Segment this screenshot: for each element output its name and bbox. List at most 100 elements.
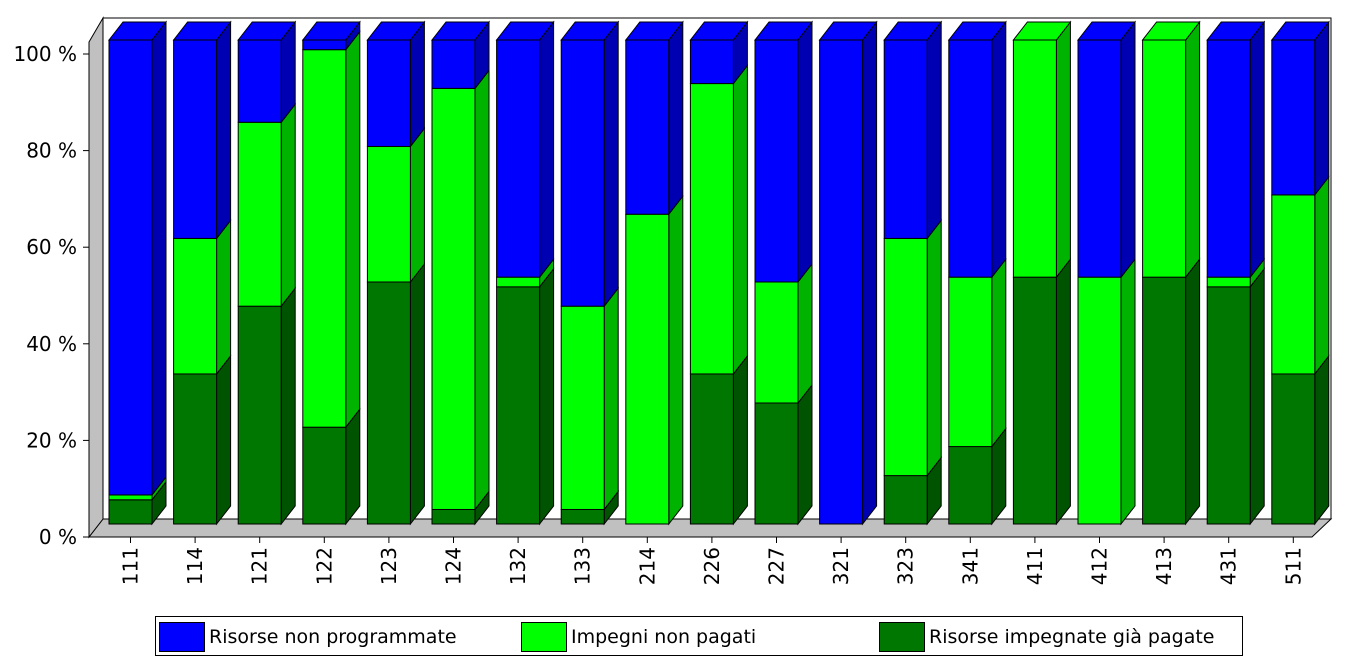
bar-top-123 [366, 21, 426, 41]
bar-side-321-2 [862, 20, 878, 526]
bar-412-1 [1077, 276, 1122, 525]
bar-side-121-1 [280, 102, 296, 308]
bar-side-341-1 [991, 257, 1007, 449]
bar-214-2 [625, 39, 670, 215]
x-tick-label-124: 124 [442, 547, 466, 585]
bar-132-0 [496, 286, 541, 525]
bar-123-2 [366, 39, 411, 147]
bar-side-132-2 [539, 20, 555, 279]
bar-side-123-0 [409, 262, 425, 526]
bar-124-1 [431, 87, 476, 510]
bar-side-323-2 [926, 20, 942, 240]
x-tick-label-226: 226 [700, 547, 724, 585]
bar-top-214 [624, 21, 684, 41]
y-tick-label: 80 % [26, 139, 77, 163]
bar-123-1 [366, 145, 411, 283]
x-tick-label-111: 111 [119, 547, 143, 585]
bar-431-1 [1206, 276, 1251, 288]
bar-214-1 [625, 213, 670, 525]
bar-411-0 [1012, 276, 1057, 525]
bar-side-227-2 [797, 20, 813, 284]
bar-side-431-2 [1249, 20, 1265, 279]
x-tick-label-133: 133 [571, 547, 595, 585]
bar-top-121 [237, 21, 297, 41]
y-tick-label: 60 % [26, 235, 77, 259]
bar-side-133-2 [603, 20, 619, 308]
y-tick-label: 40 % [26, 332, 77, 356]
bar-side-123-1 [409, 127, 425, 284]
x-tick-label-341: 341 [958, 547, 982, 585]
bar-side-226-1 [732, 64, 748, 376]
bar-top-413 [1141, 21, 1201, 41]
bar-side-132-0 [539, 267, 555, 526]
bar-top-341 [947, 21, 1007, 41]
bar-top-431 [1206, 21, 1266, 41]
bar-431-0 [1206, 286, 1251, 525]
bar-side-114-2 [216, 20, 232, 240]
bar-431-2 [1206, 39, 1251, 278]
x-tick-label-413: 413 [1152, 547, 1176, 585]
bar-side-214-1 [668, 194, 684, 526]
bar-top-411 [1012, 21, 1072, 41]
bar-top-321 [818, 21, 878, 41]
bar-121-1 [237, 121, 282, 307]
bar-side-412-2 [1120, 20, 1136, 279]
legend-swatch-impegni-non-pagati [521, 622, 567, 652]
chart-plot: 0 % 20 % 40 % 60 % 80 % 100 % 111 114 121 122 123 1… [13, 16, 1333, 585]
bar-227-2 [754, 39, 799, 283]
bar-top-111 [107, 21, 168, 41]
bar-226-0 [689, 373, 734, 525]
bar-511-0 [1271, 373, 1316, 525]
bar-111-0 [108, 499, 153, 525]
bar-side-226-0 [732, 354, 748, 526]
x-tick-label-412: 412 [1088, 547, 1112, 585]
legend-label-impegni-non-pagati: Impegni non pagati [571, 626, 757, 648]
bar-side-111-2 [151, 20, 167, 497]
bar-323-2 [883, 39, 928, 239]
y-tick-label: 20 % [26, 428, 77, 452]
bar-323-1 [883, 237, 928, 477]
x-tick-label-321: 321 [829, 547, 853, 585]
bar-114-0 [173, 373, 218, 525]
bar-114-1 [173, 237, 218, 375]
bar-top-114 [172, 21, 232, 41]
bar-226-1 [689, 83, 734, 375]
x-tick-label-122: 122 [312, 547, 336, 585]
legend-swatch-impegnate-pagate [879, 622, 925, 652]
legend-item-impegni-non-pagati: Impegni non pagati [521, 621, 756, 653]
bar-side-123-2 [409, 20, 425, 148]
bar-top-412 [1076, 21, 1137, 41]
legend-item-impegnate-pagate: Risorse impegnate già pagate [879, 621, 1214, 653]
bar-side-511-2 [1314, 20, 1330, 197]
bar-side-133-1 [603, 286, 619, 511]
bar-side-341-2 [991, 20, 1007, 279]
bar-122-2 [302, 39, 347, 51]
x-tick-label-411: 411 [1023, 547, 1047, 585]
bar-341-1 [948, 276, 993, 448]
bar-top-323 [883, 21, 943, 41]
bar-511-2 [1271, 39, 1316, 196]
bar-412-2 [1077, 39, 1122, 278]
bar-side-114-1 [216, 218, 232, 376]
bar-side-122-0 [345, 407, 361, 526]
bar-226-2 [689, 39, 734, 85]
bar-121-0 [237, 305, 282, 525]
bar-side-413-1 [1185, 20, 1201, 279]
bar-side-124-1 [474, 68, 490, 511]
x-tick-label-323: 323 [894, 547, 918, 585]
bar-side-214-2 [668, 20, 684, 216]
bar-top-226 [689, 21, 749, 41]
bar-121-2 [237, 39, 282, 123]
x-tick-label-114: 114 [183, 547, 207, 585]
bar-411-1 [1012, 39, 1057, 278]
bar-top-124 [430, 21, 491, 41]
bar-111-2 [108, 39, 153, 496]
bar-133-0 [560, 508, 605, 525]
y-tick-label: 0 % [39, 525, 77, 549]
legend-label-impegnate-pagate: Risorse impegnate già pagate [929, 626, 1215, 648]
chart-legend: Risorse non programmate Impegni non paga… [155, 616, 1243, 656]
bar-side-121-0 [280, 286, 296, 526]
bar-side-511-1 [1314, 175, 1330, 376]
bar-114-2 [173, 39, 218, 239]
